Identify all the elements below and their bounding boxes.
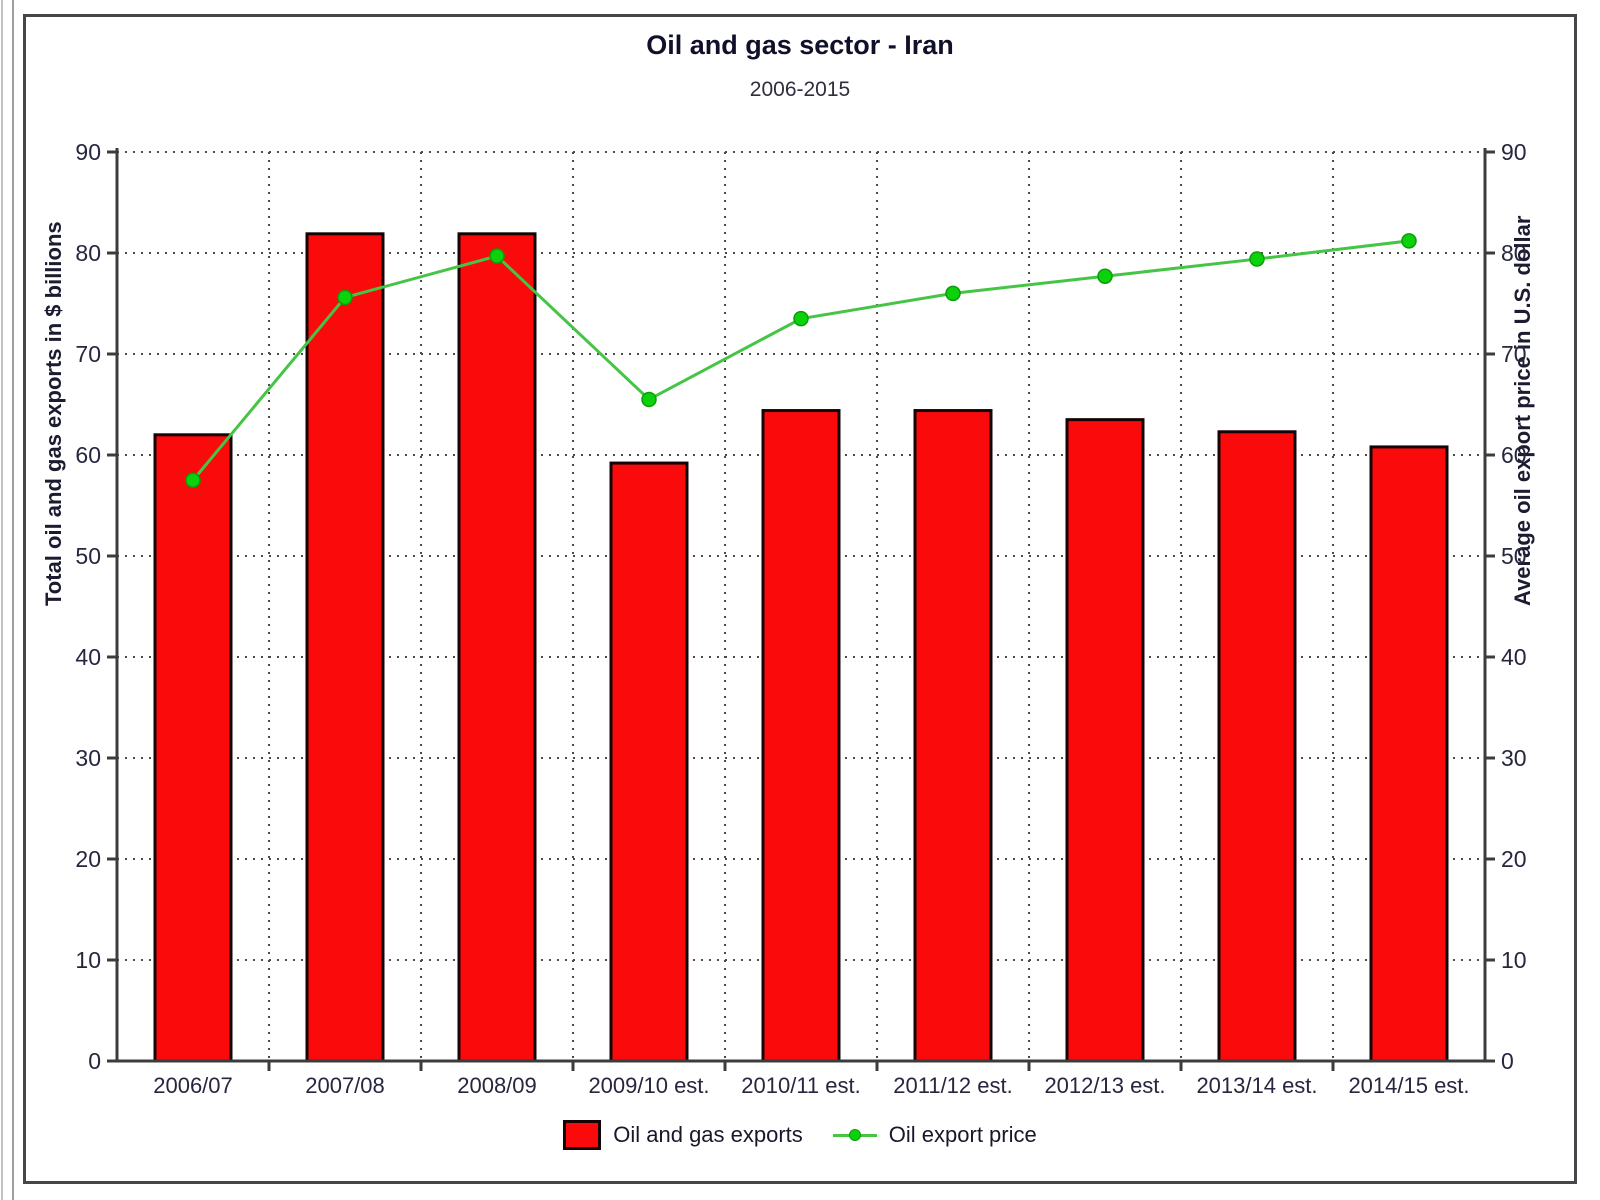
bar-2014/15 est. [1369, 445, 1449, 1063]
price-point-2010/11 est. [793, 310, 809, 327]
x-category-label: 2008/09 [457, 1073, 537, 1098]
bar-2013/14 est. [1217, 430, 1297, 1063]
legend-item-exports: Oil and gas exports [563, 1120, 803, 1150]
right-tick-label: 60 [1501, 442, 1527, 468]
left-tick-label: 70 [75, 341, 101, 367]
line-series-marker-icon [832, 1128, 877, 1142]
bar-2012/13 est. [1065, 418, 1145, 1063]
left-tick-label: 30 [75, 745, 101, 771]
left-tick-label: 20 [75, 846, 101, 872]
bar-series-swatch-icon [563, 1120, 602, 1150]
x-category-label: 2009/10 est. [588, 1073, 709, 1098]
bar-2007/08 [305, 232, 385, 1063]
left-tick-label: 40 [75, 644, 101, 670]
price-point-2013/14 est. [1249, 251, 1265, 267]
price-point-2006/07 [185, 472, 201, 488]
x-category-label: 2013/14 est. [1196, 1073, 1317, 1098]
legend-item-price: Oil export price [832, 1122, 1037, 1148]
x-category-label: 2006/07 [153, 1073, 233, 1098]
price-point-2007/08 [337, 289, 353, 306]
right-tick-label: 70 [1501, 341, 1527, 367]
left-tick-label: 10 [75, 947, 101, 973]
x-category-label: 2014/15 est. [1348, 1073, 1469, 1098]
left-tick-label: 50 [75, 543, 101, 569]
left-tick-label: 60 [75, 442, 101, 468]
legend-label-exports: Oil and gas exports [613, 1122, 803, 1147]
left-edge-artifact-line [12, 0, 14, 1200]
right-tick-label: 80 [1501, 240, 1527, 266]
x-category-label: 2010/11 est. [741, 1073, 860, 1098]
x-category-label: 2007/08 [305, 1073, 385, 1098]
bar-2010/11 est. [761, 409, 841, 1063]
right-tick-label: 40 [1501, 644, 1527, 670]
right-tick-label: 20 [1501, 846, 1527, 872]
right-tick-label: 0 [1501, 1048, 1514, 1074]
right-tick-label: 50 [1501, 543, 1527, 569]
right-tick-label: 30 [1501, 745, 1527, 771]
bar-2006/07 [153, 433, 233, 1063]
chart-title: Oil and gas sector - Iran [646, 30, 954, 60]
left-tick-label: 0 [88, 1048, 101, 1074]
left-tick-label: 80 [75, 240, 101, 266]
x-category-label: 2011/12 est. [893, 1073, 1012, 1098]
legend: Oil and gas exports Oil export price [0, 1120, 1600, 1150]
left-tick-label: 90 [75, 139, 101, 165]
price-point-2009/10 est. [641, 391, 657, 408]
price-point-2008/09 [489, 248, 505, 264]
bar-2011/12 est. [913, 409, 993, 1063]
right-tick-label: 90 [1501, 139, 1527, 165]
left-edge-artifact-line [1, 0, 3, 1200]
x-category-label: 2012/13 est. [1044, 1073, 1165, 1098]
price-point-2011/12 est. [945, 285, 961, 302]
bar-2009/10 est. [609, 461, 689, 1063]
bar-2008/09 [457, 232, 537, 1063]
legend-label-price: Oil export price [888, 1122, 1037, 1147]
price-point-2012/13 est. [1097, 268, 1113, 284]
chart-subtitle: 2006-2015 [749, 78, 851, 101]
right-tick-label: 10 [1501, 947, 1527, 973]
price-point-2014/15 est. [1401, 233, 1417, 249]
